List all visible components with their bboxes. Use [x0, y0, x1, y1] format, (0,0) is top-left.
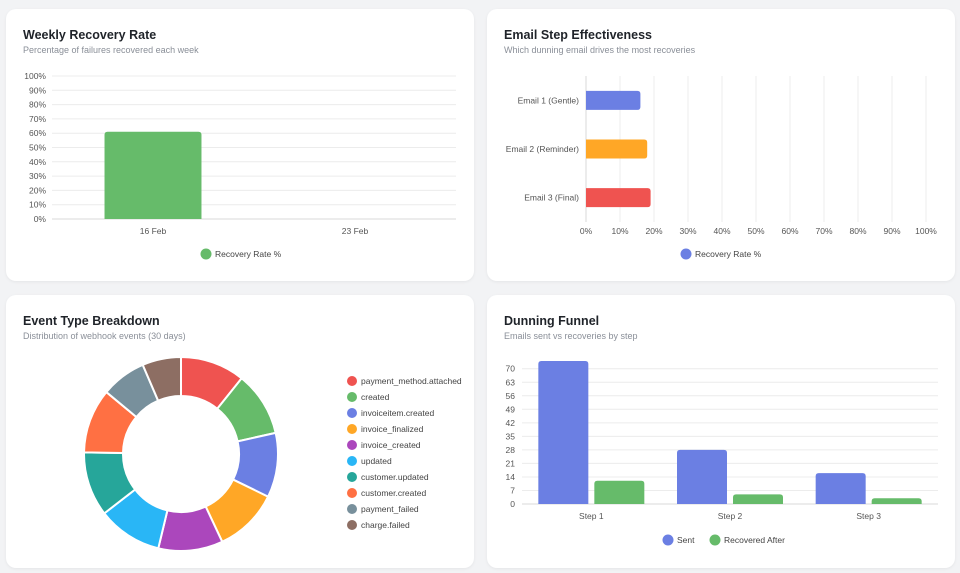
x-tick-label: Step 2	[718, 511, 743, 521]
legend-swatch	[347, 440, 357, 450]
y-tick-label: 70%	[29, 114, 46, 124]
y-tick-label: 0	[510, 499, 515, 509]
x-tick-label: Step 3	[856, 511, 881, 521]
dunning-funnel-chart: 0 7 14 21 28 35 42 49 56 63 70 Step 1 Step 2 Step 3 Se…	[506, 361, 938, 546]
legend-swatch	[347, 472, 357, 482]
y-tick-label: 30%	[29, 171, 46, 181]
bar	[586, 188, 651, 208]
y-tick-label: 42	[506, 418, 516, 428]
x-tick-label: 100%	[915, 226, 937, 236]
chart-subtitle: Distribution of webhook events (30 days)	[23, 331, 186, 341]
chart-title: Weekly Recovery Rate	[23, 28, 157, 42]
email-step-card: Email Step Effectiveness Which dunning e…	[487, 9, 955, 281]
legend-label: invoice_created	[361, 440, 421, 450]
legend-label: created	[361, 392, 390, 402]
legend-label: charge.failed	[361, 520, 410, 530]
x-tick-label: 23 Feb	[342, 226, 369, 236]
y-tick-label: 14	[506, 472, 516, 482]
legend-label: updated	[361, 456, 392, 466]
x-tick-label: 70%	[815, 226, 832, 236]
y-tick-label: 35	[506, 431, 516, 441]
legend-swatch	[347, 520, 357, 530]
legend-swatch	[200, 248, 212, 260]
legend-swatch	[347, 424, 357, 434]
y-tick-label: Email 3 (Final)	[524, 193, 579, 203]
x-tick-label: 10%	[611, 226, 628, 236]
y-tick-label: 10%	[29, 200, 46, 210]
legend-label: customer.created	[361, 488, 426, 498]
bar	[104, 131, 202, 219]
x-tick-label: 90%	[883, 226, 900, 236]
x-tick-label: 40%	[713, 226, 730, 236]
chart-subtitle: Emails sent vs recoveries by step	[504, 331, 638, 341]
weekly-recovery-card: Weekly Recovery Rate Percentage of failu…	[6, 9, 474, 281]
x-tick-label: 20%	[645, 226, 662, 236]
legend-swatch	[662, 534, 674, 546]
x-tick-label: 50%	[747, 226, 764, 236]
y-tick-label: 28	[506, 445, 516, 455]
legend-swatch	[347, 408, 357, 418]
x-tick-label: 60%	[781, 226, 798, 236]
x-tick-label: 16 Feb	[140, 226, 167, 236]
weekly-recovery-chart: 0% 10% 20% 30% 40% 50% 60% 70% 80% 90% 100% 16 Feb 2…	[24, 71, 456, 260]
legend-label: customer.updated	[361, 472, 429, 482]
y-tick-label: Email 2 (Reminder)	[506, 144, 579, 154]
x-tick-label: 80%	[849, 226, 866, 236]
bar	[733, 494, 783, 504]
y-tick-label: 70	[506, 364, 516, 374]
bar	[586, 139, 648, 159]
y-tick-label: 40%	[29, 157, 46, 167]
bar	[538, 361, 589, 504]
legend-swatch	[347, 488, 357, 498]
chart-title: Event Type Breakdown	[23, 314, 160, 328]
x-tick-label: 30%	[679, 226, 696, 236]
legend-swatch	[347, 376, 357, 386]
bar	[677, 449, 727, 504]
y-tick-label: 63	[506, 377, 516, 387]
email-step-chart: 0% 10% 20% 30% 40% 50% 60% 70% 80% 90% 100% Email 1…	[506, 76, 937, 260]
chart-title: Email Step Effectiveness	[504, 28, 652, 42]
legend-label: Recovery Rate %	[695, 249, 762, 259]
y-tick-label: Email 1 (Gentle)	[518, 95, 580, 105]
chart-subtitle: Which dunning email drives the most reco…	[504, 45, 696, 55]
y-tick-label: 20%	[29, 185, 46, 195]
y-tick-label: 49	[506, 404, 516, 414]
legend-swatch	[680, 248, 692, 260]
pie-slice	[141, 355, 182, 403]
chart-subtitle: Percentage of failures recovered each we…	[23, 45, 199, 55]
y-tick-label: 7	[510, 485, 515, 495]
legend-swatch	[347, 392, 357, 402]
legend-label: Recovered After	[724, 535, 785, 545]
dunning-funnel-card: Dunning Funnel Emails sent vs recoveries…	[487, 295, 955, 568]
legend-label: invoiceitem.created	[361, 408, 435, 418]
bar	[594, 480, 645, 504]
y-tick-label: 21	[506, 458, 516, 468]
y-tick-label: 100%	[24, 71, 46, 81]
legend-swatch	[347, 456, 357, 466]
legend-swatch	[709, 534, 721, 546]
x-tick-label: Step 1	[579, 511, 604, 521]
legend-label: Recovery Rate %	[215, 249, 282, 259]
legend-label: invoice_finalized	[361, 424, 424, 434]
event-type-card: Event Type Breakdown Distribution of web…	[6, 295, 474, 568]
legend-label: Sent	[677, 535, 695, 545]
x-tick-label: 0%	[580, 226, 593, 236]
bar	[871, 498, 922, 504]
legend-label: payment_method.attached	[361, 376, 462, 386]
y-tick-label: 60%	[29, 128, 46, 138]
bar	[586, 90, 641, 110]
legend-label: payment_failed	[361, 504, 419, 514]
bar	[815, 473, 866, 504]
chart-title: Dunning Funnel	[504, 314, 600, 328]
y-tick-label: 56	[506, 391, 516, 401]
y-tick-label: 0%	[34, 214, 47, 224]
y-tick-label: 90%	[29, 85, 46, 95]
legend-swatch	[347, 504, 357, 514]
y-tick-label: 50%	[29, 143, 46, 153]
y-tick-label: 80%	[29, 100, 46, 110]
